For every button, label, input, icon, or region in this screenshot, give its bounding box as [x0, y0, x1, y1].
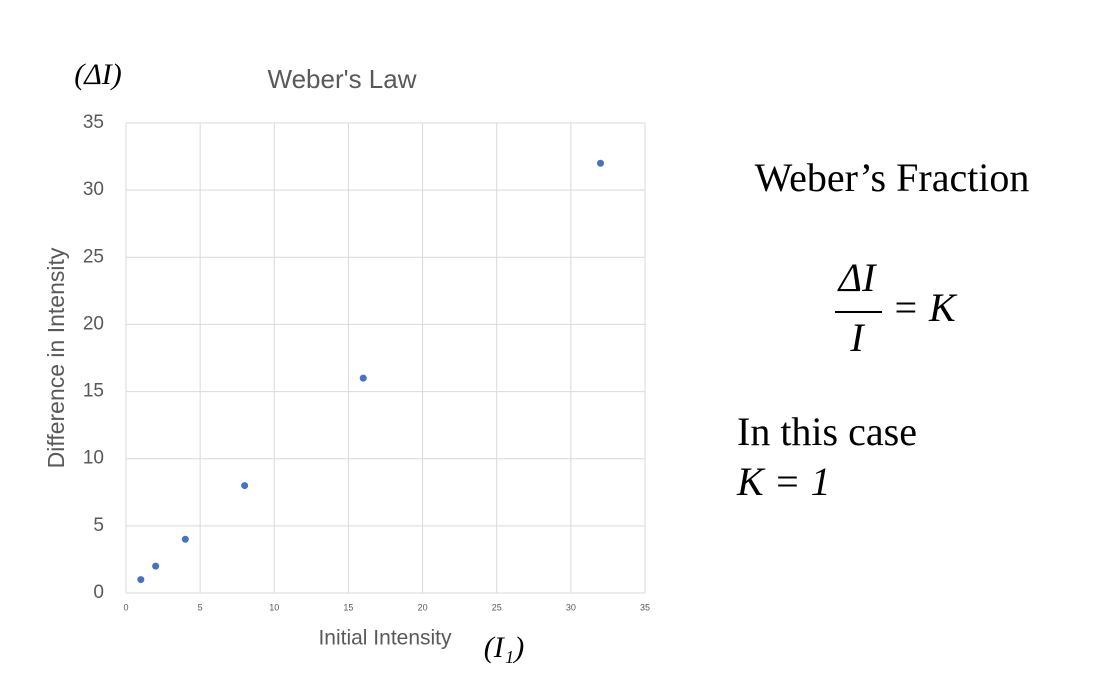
formula-rhs: = K: [892, 285, 958, 330]
y-axis-label: Difference in Intensity: [43, 247, 69, 468]
data-point: [359, 374, 367, 382]
note-line: In this case: [737, 409, 917, 454]
data-point: [152, 562, 160, 570]
x-tick-label: 25: [492, 602, 502, 612]
y-tick-label: 15: [83, 381, 104, 402]
y-tick-label: 0: [93, 582, 104, 603]
x-axis-label: Initial Intensity: [318, 627, 452, 650]
y-tick-label: 25: [83, 246, 104, 267]
data-point: [181, 535, 189, 543]
x-unit: (I₁): [484, 631, 524, 664]
data-point: [137, 576, 145, 584]
data-point: [241, 482, 249, 490]
x-tick-label: 0: [123, 602, 128, 612]
y-tick-label: 20: [83, 313, 104, 334]
y-tick-label: 35: [83, 112, 104, 133]
x-tick-label: 15: [343, 602, 353, 612]
y-unit: (ΔI): [74, 58, 122, 91]
x-tick-label: 35: [640, 602, 650, 612]
y-tick-label: 10: [83, 448, 104, 469]
y-tick-label: 30: [83, 179, 104, 200]
note-line: K = 1: [736, 459, 831, 504]
x-tick-label: 10: [269, 602, 279, 612]
data-point: [597, 159, 605, 167]
formula-numerator: ΔI: [837, 255, 877, 300]
chart-title: Weber's Law: [268, 64, 417, 94]
x-tick-label: 20: [418, 602, 428, 612]
x-tick-label: 30: [566, 602, 576, 612]
y-tick-label: 5: [93, 515, 104, 536]
x-tick-label: 5: [198, 602, 203, 612]
formula-denominator: I: [849, 315, 865, 360]
heading: Weber’s Fraction: [755, 155, 1030, 200]
